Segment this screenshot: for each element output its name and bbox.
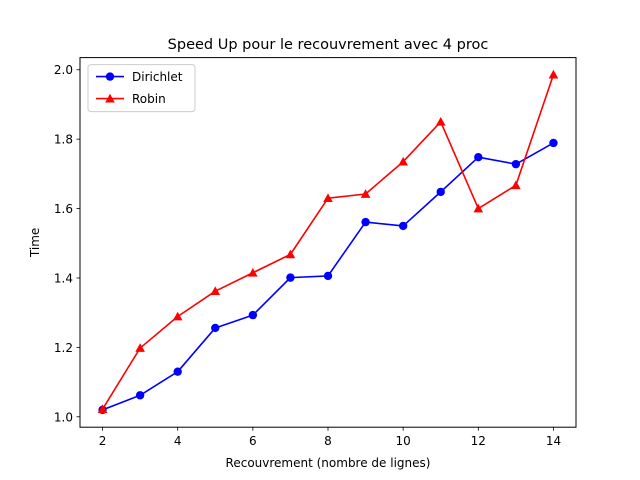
- data-point-robin: [435, 117, 446, 126]
- data-point-robin: [323, 193, 333, 202]
- data-point-robin: [360, 189, 371, 198]
- y-tick-label: 1.2: [54, 341, 73, 355]
- x-axis: 2 4 6 8 10 12 14: [99, 427, 561, 448]
- data-point-robin: [285, 249, 296, 259]
- y-tick-label: 1.4: [54, 271, 73, 285]
- data-point-robin: [248, 267, 258, 277]
- data-point-dirichlet: [135, 391, 145, 400]
- x-tick-label: 2: [99, 434, 107, 448]
- legend-item-robin: Robin: [96, 92, 166, 106]
- data-point-dirichlet: [436, 187, 445, 197]
- data-point-robin: [473, 203, 484, 213]
- data-point-dirichlet: [286, 273, 295, 282]
- data-point-robin: [210, 286, 221, 295]
- data-point-dirichlet: [248, 310, 258, 320]
- y-tick-label: 1.6: [54, 202, 73, 216]
- data-point-robin: [511, 180, 521, 190]
- data-point-robin: [548, 69, 559, 79]
- legend: Dirichlet Robin: [87, 64, 196, 113]
- x-tick-label: 12: [471, 434, 486, 448]
- y-tick-label: 1.0: [54, 410, 73, 424]
- data-point-dirichlet: [323, 271, 333, 281]
- plot-area: [97, 69, 559, 415]
- y-axis-label: Time: [28, 228, 42, 258]
- series-robin: [97, 69, 559, 413]
- data-point-dirichlet: [361, 217, 370, 227]
- y-tick-label: 1.8: [54, 133, 73, 147]
- data-point-robin: [97, 404, 108, 413]
- data-point-dirichlet: [398, 221, 408, 231]
- legend-label-robin: Robin: [132, 92, 166, 106]
- data-point-dirichlet: [474, 153, 483, 162]
- x-axis-label: Recouvrement (nombre de lignes): [226, 456, 431, 470]
- x-tick-label: 6: [249, 434, 257, 448]
- chart-title: Speed Up pour le recouvrement avec 4 pro…: [168, 37, 489, 53]
- x-tick-label: 4: [174, 434, 182, 448]
- y-axis: 1.0 1.2 1.4 1.6 1.8 2.0: [54, 63, 80, 424]
- legend-marker-robin: [105, 93, 115, 103]
- x-tick-label: 10: [396, 434, 411, 448]
- data-point-robin: [172, 311, 183, 321]
- x-tick-label: 8: [324, 434, 332, 448]
- legend-marker-dirichlet: [105, 72, 115, 81]
- data-point-dirichlet: [549, 138, 558, 148]
- data-point-dirichlet: [173, 367, 182, 376]
- legend-label-dirichlet: Dirichlet: [132, 70, 183, 84]
- data-point-robin: [398, 156, 408, 166]
- data-point-dirichlet: [511, 159, 521, 169]
- data-point-dirichlet: [211, 323, 220, 333]
- y-tick-label: 2.0: [54, 63, 73, 77]
- legend-item-dirichlet: Dirichlet: [96, 70, 183, 84]
- x-tick-label: 14: [546, 434, 561, 448]
- data-point-robin: [135, 343, 145, 352]
